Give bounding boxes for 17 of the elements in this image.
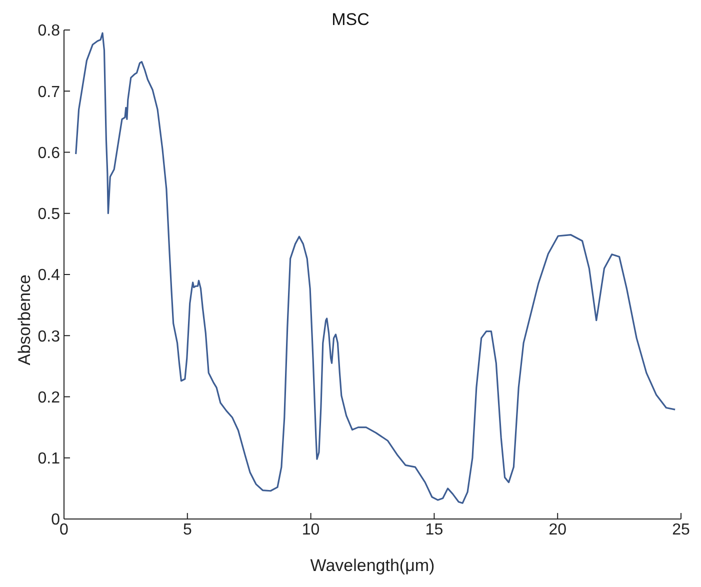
y-tick-label: 0.2: [38, 389, 60, 406]
x-tick-label: 25: [672, 521, 690, 538]
x-tick-label: 5: [182, 521, 192, 538]
y-tick-label: 0.6: [38, 144, 60, 162]
x-tick-label: 10: [302, 521, 320, 538]
chart-title: MSC: [332, 10, 370, 29]
line-series: [75, 32, 676, 504]
y-tick-label: 0.7: [38, 84, 60, 101]
y-tick-label: 0.4: [38, 267, 60, 284]
y-tick-label: 0.8: [38, 22, 60, 40]
y-axis-title: Absorbence: [15, 274, 34, 366]
x-tick-label: 20: [548, 521, 567, 538]
y-tick-label: 0.1: [38, 450, 60, 468]
y-tick-label: 0.3: [38, 328, 60, 346]
x-axis-title: Wavelength(μm): [310, 556, 435, 576]
x-tick-label: 15: [425, 521, 444, 538]
y-tick-label: 0.5: [38, 206, 60, 224]
